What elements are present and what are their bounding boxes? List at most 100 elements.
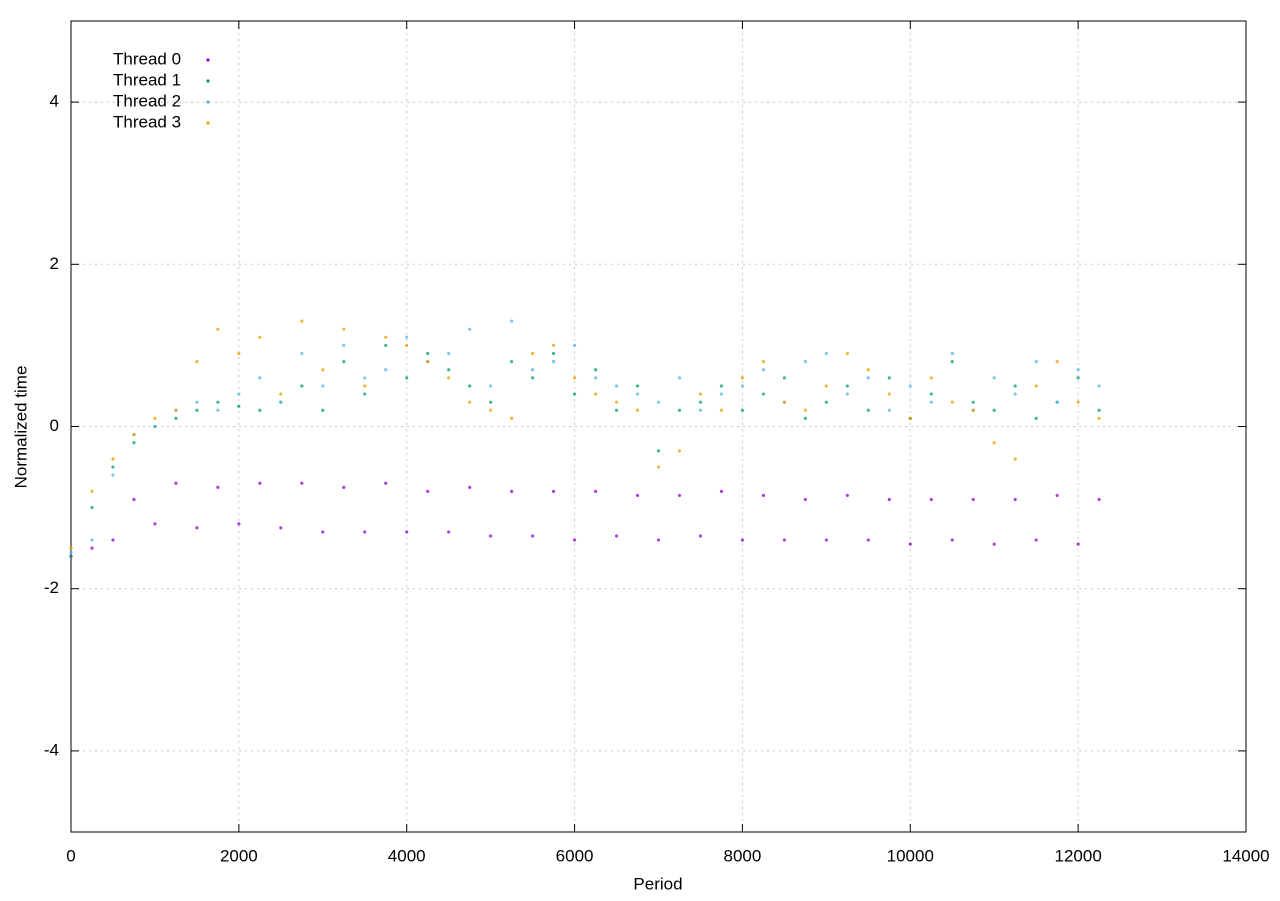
point	[363, 384, 367, 388]
point	[803, 497, 807, 502]
point	[803, 408, 807, 412]
y-tick-label: 2	[50, 254, 59, 273]
legend-marker	[206, 100, 210, 104]
point	[447, 530, 451, 534]
point	[531, 376, 535, 380]
point	[468, 327, 472, 331]
point	[1034, 416, 1038, 420]
legend-label: Thread 3	[113, 112, 181, 131]
point	[824, 400, 828, 404]
point	[866, 408, 870, 412]
point	[824, 351, 828, 356]
point	[468, 384, 472, 388]
point	[300, 481, 304, 485]
y-tick-label: 0	[50, 416, 59, 435]
x-tick-label: 4000	[388, 846, 426, 865]
point	[845, 493, 849, 498]
point	[866, 368, 870, 372]
point	[279, 526, 283, 530]
point	[803, 360, 807, 364]
point	[174, 481, 178, 485]
point	[1013, 384, 1017, 388]
point	[656, 465, 661, 469]
point	[195, 408, 199, 412]
point	[321, 530, 325, 534]
point	[132, 497, 136, 502]
point	[300, 384, 304, 388]
point	[782, 538, 786, 542]
point	[195, 400, 199, 404]
point	[216, 400, 220, 404]
point	[195, 360, 199, 364]
series	[69, 481, 1101, 558]
point	[468, 485, 472, 489]
series	[69, 343, 1101, 558]
point	[950, 538, 954, 542]
point	[614, 534, 619, 538]
point	[1097, 497, 1101, 502]
point	[237, 404, 241, 408]
point	[510, 319, 514, 323]
point	[153, 522, 157, 526]
point	[69, 546, 73, 550]
point	[342, 343, 346, 347]
point	[677, 493, 682, 498]
point	[216, 485, 220, 489]
point	[845, 351, 849, 356]
point	[740, 376, 745, 380]
point	[698, 408, 703, 412]
legend-label: Thread 1	[113, 70, 181, 89]
point	[447, 368, 451, 372]
point	[929, 400, 933, 404]
point	[719, 489, 724, 493]
point	[929, 392, 933, 396]
point	[447, 376, 451, 380]
point	[1097, 416, 1101, 420]
point	[1076, 400, 1080, 404]
point	[405, 530, 409, 534]
point	[698, 400, 703, 404]
series	[69, 319, 1101, 550]
point	[489, 408, 493, 412]
point	[384, 368, 388, 372]
point	[363, 376, 367, 380]
legend-marker	[206, 121, 210, 125]
point	[489, 384, 493, 388]
point	[321, 368, 325, 372]
point	[258, 408, 262, 412]
point	[635, 392, 640, 396]
x-axis-label: Period	[633, 874, 682, 893]
point	[782, 376, 786, 380]
legend-marker	[206, 58, 210, 62]
point	[992, 542, 996, 546]
point	[111, 538, 115, 542]
point	[887, 392, 891, 396]
point	[677, 408, 682, 412]
point	[384, 343, 388, 347]
point	[69, 554, 73, 558]
point	[300, 319, 304, 323]
plot-frame	[70, 20, 1247, 833]
point	[489, 400, 493, 404]
point	[761, 368, 766, 372]
point	[174, 408, 178, 412]
point	[216, 408, 220, 412]
point	[740, 384, 745, 388]
point	[551, 343, 556, 347]
point	[866, 538, 870, 542]
point	[1013, 497, 1017, 502]
point	[1076, 368, 1080, 372]
point	[90, 538, 94, 542]
point	[719, 392, 724, 396]
point	[426, 351, 430, 356]
point	[824, 384, 828, 388]
point	[572, 538, 577, 542]
x-tick-label: 6000	[556, 846, 594, 865]
point	[531, 351, 535, 356]
point	[384, 335, 388, 339]
point	[342, 485, 346, 489]
point	[950, 360, 954, 364]
point	[740, 408, 745, 412]
point	[761, 493, 766, 498]
